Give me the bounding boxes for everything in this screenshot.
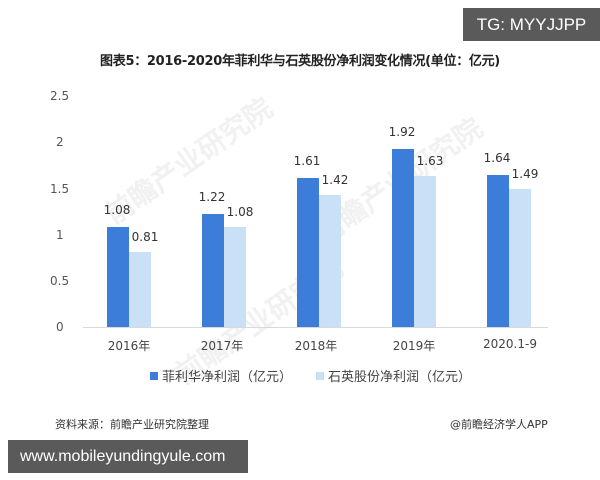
data-label: 1.63 bbox=[416, 153, 444, 168]
data-label: 1.61 bbox=[293, 153, 321, 168]
bar-series2 bbox=[509, 188, 531, 327]
x-label: 2016年 bbox=[107, 339, 151, 353]
x-label: 2017年 bbox=[200, 339, 244, 353]
bar-series2 bbox=[224, 226, 246, 327]
bar-series1 bbox=[202, 213, 224, 327]
swatch-icon bbox=[316, 371, 325, 380]
data-label: 1.92 bbox=[388, 124, 416, 139]
y-tick: 1.5 bbox=[50, 182, 70, 196]
credit-note: @前瞻经济学人APP bbox=[450, 418, 548, 431]
y-tick: 0 bbox=[56, 320, 64, 334]
legend-label: 菲利华净利润（亿元） bbox=[162, 370, 293, 385]
x-axis-line bbox=[83, 327, 548, 328]
data-label: 1.08 bbox=[103, 202, 131, 217]
x-label: 2020.1-9 bbox=[483, 337, 537, 351]
y-tick: 0.5 bbox=[50, 274, 70, 288]
data-label: 1.42 bbox=[321, 173, 349, 188]
bar-series2 bbox=[129, 251, 151, 327]
legend-label: 石英股份净利润（亿元） bbox=[328, 370, 472, 385]
data-label: 1.49 bbox=[511, 166, 539, 181]
y-tick: 2 bbox=[56, 135, 64, 149]
data-label: 1.22 bbox=[198, 189, 226, 204]
bar-series1 bbox=[392, 148, 414, 327]
y-tick: 2.5 bbox=[50, 89, 70, 103]
data-label: 0.81 bbox=[131, 229, 159, 244]
bar-series2 bbox=[319, 195, 341, 327]
data-label: 1.64 bbox=[483, 150, 511, 165]
bar-chart: 前瞻产业研究院 前瞻产业研究院 前瞻产业研究院 2.5 2 1.5 1 0.5 … bbox=[50, 89, 548, 391]
x-label: 2018年 bbox=[294, 339, 338, 353]
bar-series1 bbox=[107, 226, 129, 327]
source-note: 资料来源：前瞻产业研究院整理 bbox=[55, 418, 209, 431]
legend: 菲利华净利润（亿元） 石英股份净利润（亿元） bbox=[150, 366, 471, 385]
url-badge: www.mobileyundingyule.com bbox=[8, 440, 248, 473]
legend-item-series2: 石英股份净利润（亿元） bbox=[316, 366, 471, 385]
legend-item-series1: 菲利华净利润（亿元） bbox=[150, 366, 292, 385]
bar-series1 bbox=[487, 174, 509, 327]
swatch-icon bbox=[150, 371, 158, 380]
data-label: 1.08 bbox=[226, 204, 254, 219]
bar-series2 bbox=[414, 175, 436, 327]
bar-series1 bbox=[297, 177, 319, 327]
x-label: 2019年 bbox=[392, 339, 436, 353]
y-tick: 1 bbox=[56, 228, 64, 242]
tg-badge: TG: MYYJJPP bbox=[463, 8, 600, 41]
chart-title: 图表5：2016-2020年菲利华与石英股份净利润变化情况(单位：亿元) bbox=[100, 54, 500, 69]
